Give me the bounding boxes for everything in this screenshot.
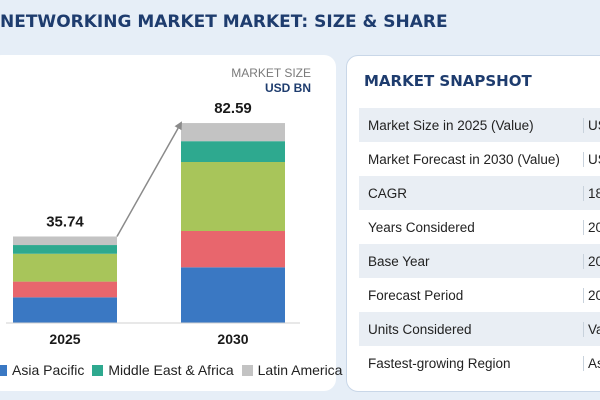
unit-line-2: USD BN	[264, 81, 311, 95]
table-row: Base Year 20	[359, 244, 600, 278]
legend-item-latin-america: Latin America	[241, 362, 343, 378]
legend-item-asia-pacific: Asia Pacific	[0, 362, 84, 378]
chart-legend: Asia Pacific Middle East & Africa Latin …	[0, 360, 350, 380]
row-value: As	[588, 355, 600, 371]
page-title: NETWORKING MARKET MARKET: SIZE & SHARE	[0, 12, 448, 32]
bar-segment-2030-1	[181, 231, 285, 268]
bar-segment-2030-3	[181, 141, 285, 162]
market-size-chart: 35.74 2025 82.59 2030	[6, 100, 300, 347]
unit-label: MARKET SIZE USD BN	[200, 66, 311, 96]
row-label: Fastest-growing Region	[359, 355, 584, 371]
snapshot-table: Market Size in 2025 (Value) US Market Fo…	[359, 108, 600, 380]
row-label: CAGR	[359, 185, 584, 201]
table-row: Fastest-growing Region As	[359, 346, 600, 380]
row-value: 18	[588, 185, 600, 201]
row-value: 20	[588, 253, 600, 269]
growth-arrow	[116, 121, 182, 237]
legend-swatch	[241, 364, 253, 376]
row-label: Years Considered	[359, 219, 584, 235]
table-row: CAGR 18	[359, 176, 600, 210]
snapshot-title: MARKET SNAPSHOT	[364, 72, 532, 90]
table-row: Units Considered Va	[359, 312, 600, 346]
bar-segment-2030-0	[181, 267, 285, 323]
table-row: Market Size in 2025 (Value) US	[359, 108, 600, 142]
row-value: US	[588, 117, 600, 133]
table-row: Market Forecast in 2030 (Value) US	[359, 142, 600, 176]
row-label: Market Size in 2025 (Value)	[359, 117, 584, 133]
table-row: Years Considered 20	[359, 210, 600, 244]
total-label-2025: 35.74	[46, 213, 84, 230]
bar-segment-2030-4	[181, 123, 285, 142]
market-snapshot-panel: MARKET SNAPSHOT Market Size in 2025 (Val…	[346, 55, 600, 392]
unit-line-1: MARKET SIZE	[231, 66, 311, 80]
row-value: 20	[588, 219, 600, 235]
legend-swatch	[0, 364, 7, 376]
total-label-2030: 82.59	[214, 100, 252, 117]
bar-segment-2025-1	[13, 281, 117, 298]
bar-segment-2025-0	[13, 297, 117, 323]
bar-segment-2025-2	[13, 253, 117, 282]
row-label: Forecast Period	[359, 287, 584, 303]
legend-swatch	[92, 364, 104, 376]
row-label: Base Year	[359, 253, 584, 269]
row-label: Units Considered	[359, 321, 584, 337]
table-row: Forecast Period 20	[359, 278, 600, 312]
row-label: Market Forecast in 2030 (Value)	[359, 151, 584, 167]
category-label-2030: 2030	[217, 331, 248, 347]
bar-segment-2025-4	[13, 236, 117, 246]
legend-item-middle-east-africa: Middle East & Africa	[92, 362, 234, 378]
legend-label: Middle East & Africa	[108, 362, 234, 378]
legend-label: Asia Pacific	[12, 362, 85, 378]
legend-label: Latin America	[257, 362, 343, 378]
row-value: Va	[588, 321, 600, 337]
row-value: 20	[588, 287, 600, 303]
row-value: US	[588, 151, 600, 167]
bar-segment-2025-3	[13, 245, 117, 254]
category-label-2025: 2025	[49, 331, 80, 347]
bar-segment-2030-2	[181, 162, 285, 231]
